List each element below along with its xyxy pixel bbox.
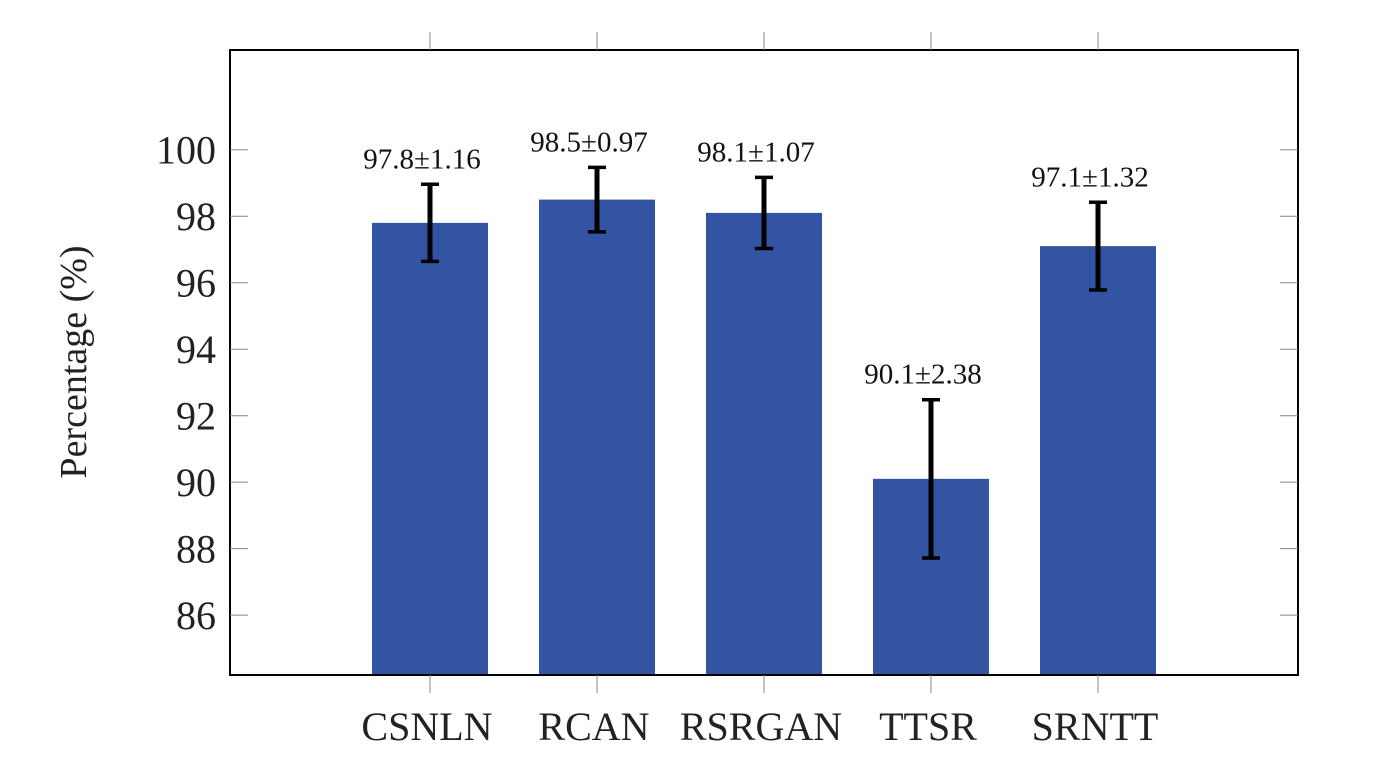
bars-layer: [372, 199, 1156, 676]
y-tick-label: 92: [176, 394, 216, 439]
y-tick-label: 88: [176, 527, 216, 572]
y-tick-label: 100: [156, 128, 216, 173]
bar-srntt: [1040, 246, 1156, 675]
y-axis-label: Percentage (%): [53, 245, 95, 478]
bar-rcan: [539, 199, 655, 675]
x-tick-label-rcan: RCAN: [538, 704, 649, 749]
error-bars-layer: [421, 165, 1107, 560]
y-tick-label: 94: [176, 327, 216, 372]
data-label-rcan: 98.5±0.97: [530, 126, 647, 158]
y-tick-label: 90: [176, 460, 216, 505]
x-tick-label-ttsr: TTSR: [879, 704, 977, 749]
data-label-srntt: 97.1±1.32: [1031, 161, 1148, 193]
y-tick-label: 86: [176, 593, 216, 638]
y-tick-label: 98: [176, 194, 216, 239]
x-tick-label-srntt: SRNTT: [1032, 704, 1159, 749]
x-tick-label-csnln: CSNLN: [361, 704, 492, 749]
labels-layer: 86 88 90 92 94 96 98 100 97.8±1.16 CSNLN 98.5±0.97…: [156, 126, 1158, 749]
data-label-ttsr: 90.1±2.38: [864, 359, 981, 391]
bar-rsrgan: [706, 212, 822, 676]
bar-csnln: [372, 222, 488, 675]
x-tick-label-rsrgan: RSRGAN: [680, 704, 842, 749]
y-tick-label: 96: [176, 261, 216, 306]
data-label-csnln: 97.8±1.16: [363, 143, 480, 175]
ticks-layer: [230, 32, 1298, 693]
data-label-rsrgan: 98.1±1.07: [697, 136, 814, 168]
